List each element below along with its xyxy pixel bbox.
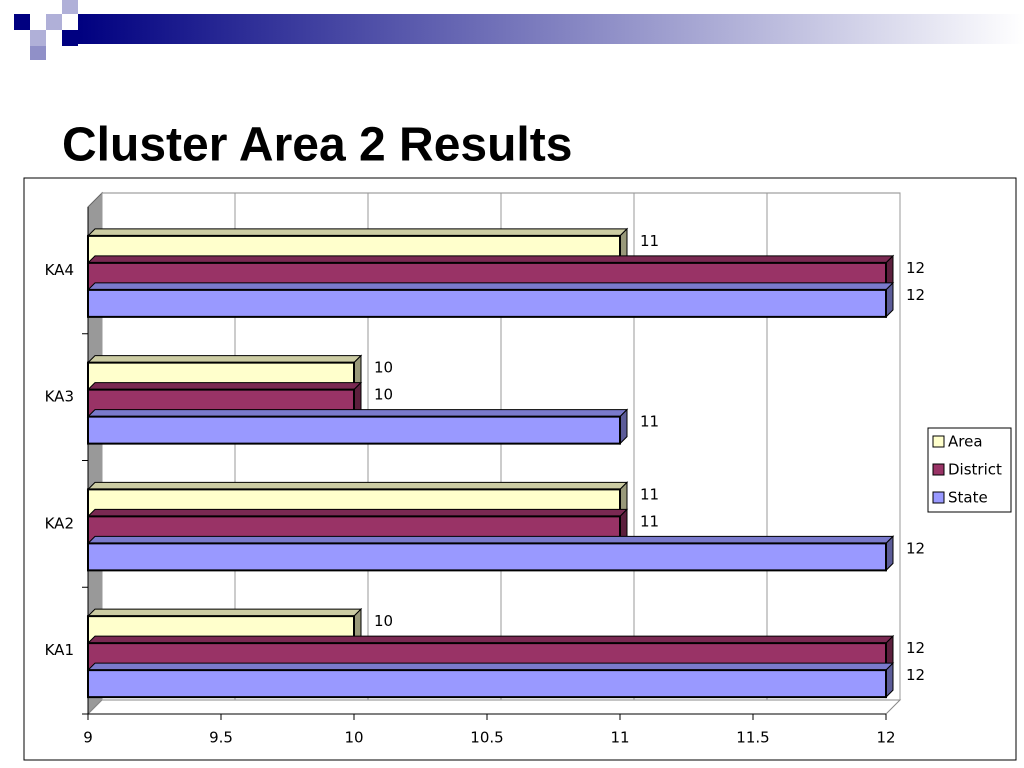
bar-top <box>86 228 629 237</box>
plot-area: 9 9.5 10 10.5 11 11.5 12 KA1 10 12 12 KA2 11 11 12 KA3 1… <box>45 191 1012 747</box>
bar <box>87 288 887 318</box>
bar-top <box>86 481 629 490</box>
bar-top <box>86 635 895 644</box>
legend-label: Area <box>948 433 983 451</box>
y-tick-label: KA3 <box>45 388 74 406</box>
legend-swatch <box>932 491 945 504</box>
x-tick-label: 9.5 <box>209 729 233 747</box>
bar <box>87 542 887 572</box>
x-tick-label: 10.5 <box>470 729 503 747</box>
data-label: 11 <box>640 485 659 503</box>
data-label: 11 <box>640 413 659 431</box>
bar-top <box>86 409 629 418</box>
floor <box>86 699 902 715</box>
data-label: 11 <box>640 512 659 530</box>
slide-title: Cluster Area 2 Results <box>62 119 572 172</box>
data-label: 11 <box>640 232 659 250</box>
x-tick-label: 12 <box>876 729 895 747</box>
bar <box>87 415 621 445</box>
data-label: 10 <box>374 386 393 404</box>
bar-top <box>86 662 895 671</box>
bar-top <box>86 508 629 517</box>
data-label: 12 <box>906 639 925 657</box>
legend-label: State <box>948 489 988 507</box>
bar-top <box>86 355 363 364</box>
x-tick-label: 11.5 <box>736 729 769 747</box>
y-tick-label: KA1 <box>45 641 74 659</box>
data-label: 12 <box>906 539 925 557</box>
legend-swatch <box>932 463 945 476</box>
slide-decoration <box>14 0 1024 60</box>
bar-top <box>86 255 895 264</box>
x-tick-label: 9 <box>83 729 93 747</box>
x-tick-label: 11 <box>610 729 629 747</box>
data-label: 10 <box>374 359 393 377</box>
bar-top <box>86 535 895 544</box>
data-label: 10 <box>374 612 393 630</box>
legend-swatch <box>932 435 945 448</box>
y-tick-label: KA2 <box>45 514 74 532</box>
legend-label: District <box>948 461 1002 479</box>
bar <box>87 669 887 699</box>
y-tick-label: KA4 <box>45 261 74 279</box>
data-label: 12 <box>906 286 925 304</box>
bar-top <box>86 282 895 291</box>
bar-top <box>86 382 363 391</box>
data-label: 12 <box>906 666 925 684</box>
bar-top <box>86 608 363 617</box>
data-label: 12 <box>906 259 925 277</box>
x-tick-label: 10 <box>344 729 363 747</box>
